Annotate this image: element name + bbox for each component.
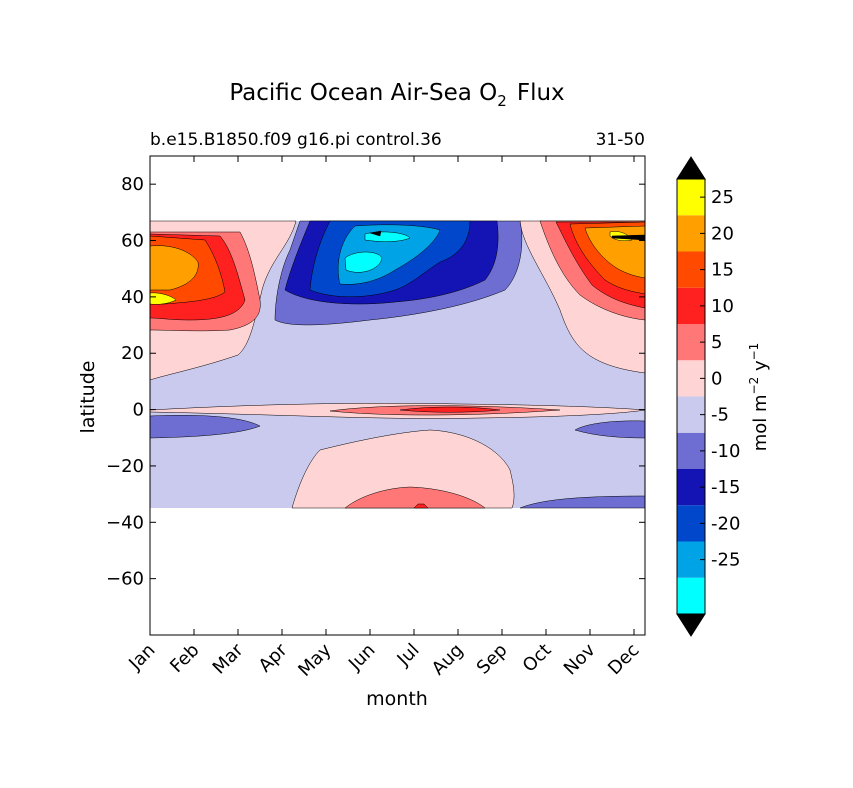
y-tick-label--20: −20 [106,456,144,477]
contour-band-neg10-neg5-se [574,420,645,439]
x-tick-label-jun: Jun [344,640,379,675]
colorbar-tick-label-6: -5 [711,405,729,426]
x-tick-label-dec: Dec [604,640,643,679]
x-tick-label-aug: Aug [428,640,468,680]
x-tick-label-may: May [294,639,335,680]
y-tick-label-0: 0 [133,400,144,421]
y-tick-label-20: 20 [121,343,144,364]
plot-area [149,155,646,636]
colorbar-tick-label-3: 10 [711,296,734,317]
x-tick-label-apr: Apr [255,639,292,676]
subtitle-left: b.e15.B1850.f09 g16.pi control.36 [150,130,442,150]
title-tail: Flux [517,80,565,106]
contour-extend-over-ne [611,234,645,241]
colorbar-extend-over [676,156,706,180]
x-tick-label-jan: Jan [124,640,159,675]
subtitle-right: 31-50 [596,130,645,150]
chart-title: Pacific Ocean Air-Sea O2 Flux [229,80,564,110]
contour-band-25-30-nw [150,292,177,305]
colorbar-label-exp1: −2 [747,377,761,395]
x-tick-label-mar: Mar [209,639,248,678]
y-tick-label-40: 40 [121,287,144,308]
colorbar-tick-label-7: -10 [711,441,740,462]
colorbar-bin-0 [677,577,705,614]
contour-band-10-15-equator [399,406,501,413]
colorbar-tick-label-9: -20 [711,513,740,534]
y-tick-label--40: −40 [106,512,144,533]
x-tick-label-oct: Oct [519,640,556,677]
x-axis-label: month [366,688,428,710]
plot-frame [149,155,646,636]
y-tick-label-60: 60 [121,231,144,252]
contour-band-5-10-south [344,486,486,509]
x-tick-label-sep: Sep [473,640,512,679]
colorbar-label-mid: y [750,360,771,377]
contour-band-10-15-south-dot [413,503,429,509]
contour-band-0-5-south [291,429,515,509]
colorbar-tick-label-10: -25 [711,550,740,571]
x-tick-label-feb: Feb [166,640,203,677]
colorbar-tick-label-0: 25 [711,187,734,208]
colorbar-tick-label-2: 15 [711,260,734,281]
x-tick-label-jul: Jul [393,640,424,671]
colorbar-tick-label-8: -15 [711,477,740,498]
colorbar-label: mol m−2 y−1 [747,343,771,452]
colorbar-tick-label-5: 0 [711,368,722,389]
y-axis-label: latitude [77,361,99,434]
contour-band-neg30-neg25-north-b [344,251,383,273]
contour-extend-under-north [369,230,382,237]
colorbar-tick-label-1: 20 [711,223,734,244]
colorbar-extend-under [676,613,706,637]
contour-band-20-25-nw [150,245,199,291]
y-axis: 80 60 40 20 0 −20 −40 −60 [106,174,645,590]
colorbar: 25 20 15 10 5 0 -5 -10 -15 -20 -25 [676,156,740,637]
y-tick-label--60: −60 [106,569,144,590]
colorbar-label-exp2: −1 [747,343,761,361]
contour-band-neg10-neg5-sw [150,415,261,439]
title-subscript: 2 [497,92,507,110]
y-tick-label-80: 80 [121,174,144,195]
colorbar-frame [676,178,706,615]
x-tick-label-nov: Nov [560,639,600,679]
colorbar-tick-label-4: 5 [711,332,722,353]
contour-layer [150,220,645,509]
